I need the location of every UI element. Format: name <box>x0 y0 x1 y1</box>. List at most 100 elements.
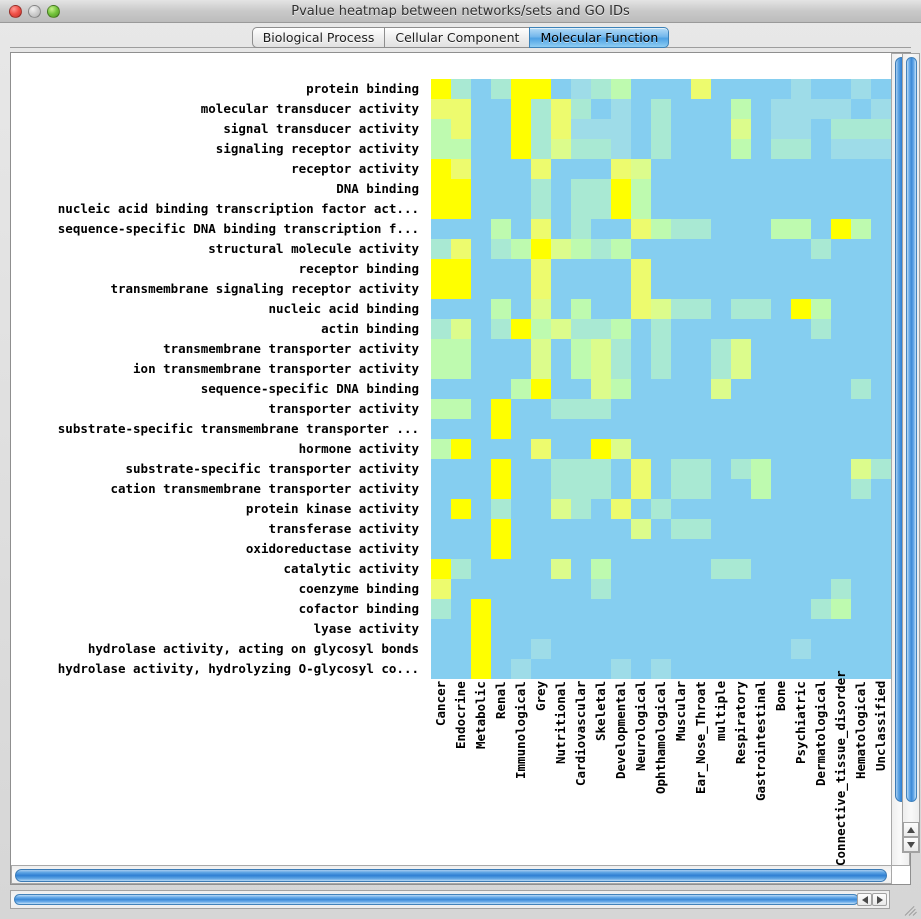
heatmap-cell[interactable] <box>671 259 691 279</box>
heatmap-cell[interactable] <box>471 299 491 319</box>
heatmap-canvas[interactable]: protein binding molecular transducer acti… <box>11 53 892 866</box>
heatmap-cell[interactable] <box>471 599 491 619</box>
heatmap-cell[interactable] <box>571 179 591 199</box>
heatmap-cell[interactable] <box>671 519 691 539</box>
heatmap-cell[interactable] <box>491 439 511 459</box>
heatmap-cell[interactable] <box>531 99 551 119</box>
heatmap-cell[interactable] <box>671 79 691 99</box>
heatmap-cell[interactable] <box>731 399 751 419</box>
heatmap-cell[interactable] <box>651 79 671 99</box>
heatmap-cell[interactable] <box>591 399 611 419</box>
heatmap-cell[interactable] <box>851 259 871 279</box>
heatmap-cell[interactable] <box>611 239 631 259</box>
heatmap-cell[interactable] <box>431 339 451 359</box>
heatmap-cell[interactable] <box>551 199 571 219</box>
heatmap-cell[interactable] <box>851 199 871 219</box>
heatmap-cell[interactable] <box>791 119 811 139</box>
heatmap-cell[interactable] <box>611 319 631 339</box>
heatmap-cell[interactable] <box>511 559 531 579</box>
horizontal-scroll-thumb[interactable] <box>14 894 859 905</box>
heatmap-cell[interactable] <box>651 559 671 579</box>
heatmap-cell[interactable] <box>651 479 671 499</box>
heatmap-cell[interactable] <box>591 539 611 559</box>
heatmap-cell[interactable] <box>691 619 711 639</box>
heatmap-cell[interactable] <box>751 239 771 259</box>
heatmap-cell[interactable] <box>551 279 571 299</box>
heatmap-cell[interactable] <box>471 219 491 239</box>
heatmap-cell[interactable] <box>431 419 451 439</box>
heatmap-cell[interactable] <box>611 419 631 439</box>
heatmap-cell[interactable] <box>551 479 571 499</box>
heatmap-cell[interactable] <box>531 439 551 459</box>
heatmap-cell[interactable] <box>471 119 491 139</box>
heatmap-cell[interactable] <box>851 359 871 379</box>
heatmap-cell[interactable] <box>651 379 671 399</box>
heatmap-cell[interactable] <box>811 459 831 479</box>
heatmap-cell[interactable] <box>731 639 751 659</box>
heatmap-cell[interactable] <box>691 599 711 619</box>
heatmap-cell[interactable] <box>531 459 551 479</box>
heatmap-cell[interactable] <box>651 339 671 359</box>
heatmap-cell[interactable] <box>791 199 811 219</box>
heatmap-cell[interactable] <box>711 319 731 339</box>
heatmap-cell[interactable] <box>551 159 571 179</box>
heatmap-cell[interactable] <box>871 659 891 679</box>
heatmap-cell[interactable] <box>711 239 731 259</box>
heatmap-cell[interactable] <box>711 419 731 439</box>
heatmap-cell[interactable] <box>451 99 471 119</box>
heatmap-cell[interactable] <box>551 419 571 439</box>
heatmap-cell[interactable] <box>631 479 651 499</box>
heatmap-cell[interactable] <box>751 319 771 339</box>
heatmap-cell[interactable] <box>731 239 751 259</box>
heatmap-cell[interactable] <box>471 439 491 459</box>
heatmap-cell[interactable] <box>551 459 571 479</box>
heatmap-cell[interactable] <box>571 219 591 239</box>
heatmap-cell[interactable] <box>711 119 731 139</box>
heatmap-cell[interactable] <box>831 539 851 559</box>
heatmap-cell[interactable] <box>751 339 771 359</box>
heatmap-cell[interactable] <box>431 619 451 639</box>
heatmap-cell[interactable] <box>431 659 451 679</box>
heatmap-cell[interactable] <box>871 579 891 599</box>
heatmap-cell[interactable] <box>611 79 631 99</box>
heatmap-cell[interactable] <box>691 319 711 339</box>
heatmap-cell[interactable] <box>771 619 791 639</box>
heatmap-cell[interactable] <box>631 419 651 439</box>
heatmap-cell[interactable] <box>811 179 831 199</box>
heatmap-cell[interactable] <box>851 399 871 419</box>
heatmap-cell[interactable] <box>571 159 591 179</box>
heatmap-cell[interactable] <box>831 599 851 619</box>
heatmap-cell[interactable] <box>751 619 771 639</box>
heatmap-cell[interactable] <box>771 239 791 259</box>
heatmap-cell[interactable] <box>471 459 491 479</box>
heatmap-cell[interactable] <box>771 459 791 479</box>
heatmap-cell[interactable] <box>831 439 851 459</box>
heatmap-cell[interactable] <box>691 339 711 359</box>
heatmap-cell[interactable] <box>471 179 491 199</box>
heatmap-cell[interactable] <box>471 419 491 439</box>
heatmap-cell[interactable] <box>771 159 791 179</box>
heatmap-cell[interactable] <box>531 179 551 199</box>
heatmap-cell[interactable] <box>811 539 831 559</box>
heatmap-cell[interactable] <box>511 379 531 399</box>
heatmap-cell[interactable] <box>471 379 491 399</box>
heatmap-cell[interactable] <box>611 339 631 359</box>
heatmap-cell[interactable] <box>651 159 671 179</box>
heatmap-cell[interactable] <box>531 559 551 579</box>
heatmap-cell[interactable] <box>831 499 851 519</box>
heatmap-cell[interactable] <box>691 259 711 279</box>
heatmap-cell[interactable] <box>571 259 591 279</box>
heatmap-cell[interactable] <box>571 499 591 519</box>
heatmap-cell[interactable] <box>791 299 811 319</box>
heatmap-cell[interactable] <box>751 139 771 159</box>
heatmap-cell[interactable] <box>451 599 471 619</box>
heatmap-cell[interactable] <box>571 619 591 639</box>
heatmap-cell[interactable] <box>491 459 511 479</box>
heatmap-cell[interactable] <box>691 479 711 499</box>
heatmap-cell[interactable] <box>791 159 811 179</box>
heatmap-cell[interactable] <box>871 179 891 199</box>
heatmap-cell[interactable] <box>571 599 591 619</box>
heatmap-cell[interactable] <box>431 479 451 499</box>
heatmap-cell[interactable] <box>631 79 651 99</box>
heatmap-cell[interactable] <box>751 279 771 299</box>
